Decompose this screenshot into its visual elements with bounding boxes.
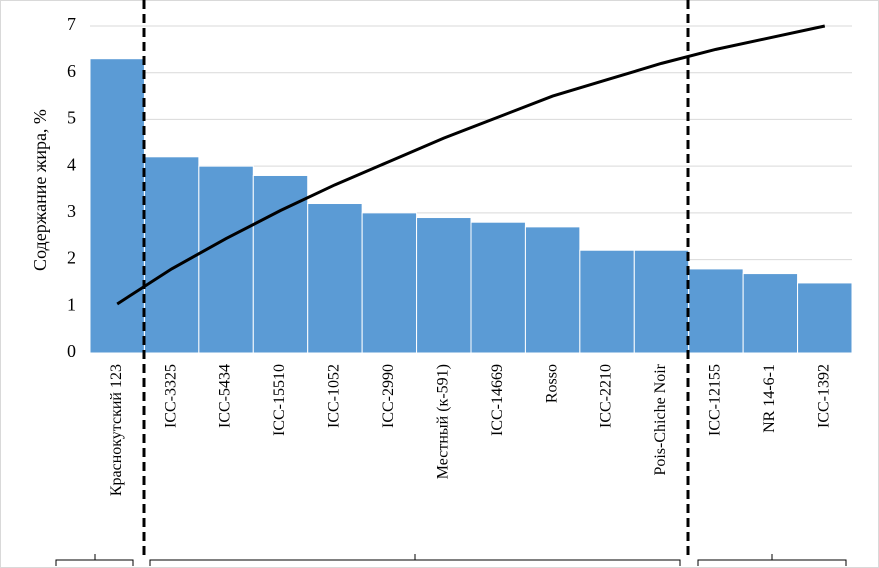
bar: [252, 174, 309, 354]
plot-area: 0 1 2 3 4 5 6 7 Краснокутский 123 ICC-3325 ICC-543…: [67, 14, 853, 496]
group-brace: [697, 554, 847, 566]
bar: [742, 273, 799, 354]
y-tick-label: 0: [67, 341, 76, 361]
x-tick-label: ICC-1052: [326, 364, 343, 428]
bar: [688, 268, 744, 354]
bar: [307, 203, 363, 354]
y-tick-label: 1: [67, 294, 76, 314]
y-tick-label: 2: [67, 248, 76, 268]
y-tick-label: 6: [67, 61, 76, 81]
bar: [524, 226, 581, 354]
bar: [470, 221, 526, 354]
y-tick-label: 3: [67, 201, 76, 221]
x-tick-label: Краснокутский 123: [108, 364, 125, 496]
bar: [361, 212, 418, 354]
group-brace: [55, 554, 134, 566]
bar: [579, 249, 635, 354]
bar: [198, 165, 254, 354]
x-tick-label: ICC-12155: [707, 364, 724, 436]
x-tick-label: ICC-5434: [217, 364, 234, 428]
bar: [797, 282, 853, 354]
x-tick-label: ICC-1392: [815, 364, 832, 428]
x-tick-label: ICC-14669: [489, 364, 506, 436]
y-tick-label: 5: [67, 108, 76, 128]
x-tick-label: ICC-3325: [162, 364, 179, 428]
bar: [143, 156, 200, 354]
line: [116, 24, 826, 306]
x-tick-label: ICC-2210: [598, 364, 615, 428]
x-tick-label: Местный (к-591): [434, 364, 451, 479]
bar: [89, 58, 145, 354]
bar: [633, 249, 690, 354]
bar: [416, 217, 472, 354]
x-tick-label: ICC-2990: [380, 364, 397, 428]
x-tick-label: NR 14-6-1: [761, 364, 778, 433]
y-tick-label: 7: [67, 14, 76, 34]
y-axis-title: Содержание жира, %: [30, 109, 50, 271]
group-brace: [149, 554, 681, 566]
x-tick-label: ICC-15510: [271, 364, 288, 436]
x-tick-label: Pois-Chiche Noir: [652, 363, 669, 475]
y-tick-label: 4: [67, 154, 76, 174]
x-tick-label: Rosso: [543, 364, 560, 403]
